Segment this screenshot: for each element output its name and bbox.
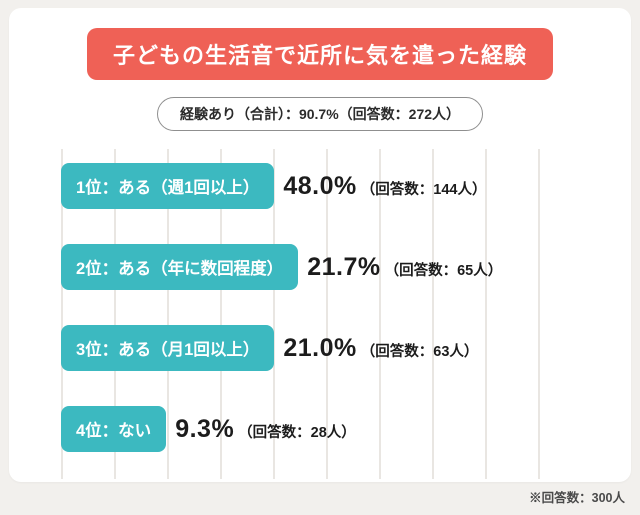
page-title: 子どもの生活音で近所に気を遣った経験 — [112, 43, 527, 68]
bar-chart: 1位：ある（週1回以上） 48.0% （回答数：144人） 2位：ある（年に数回… — [61, 149, 591, 479]
count-rank3: （回答数：63人） — [360, 344, 479, 360]
bar-label-rank3: 3位：ある（月1回以上） — [76, 341, 260, 359]
bar-label-rank2: 2位：ある（年に数回程度） — [76, 260, 284, 278]
bar-row-rank2: 2位：ある（年に数回程度） 21.7% （回答数：65人） — [61, 244, 591, 290]
title-banner: 子どもの生活音で近所に気を遣った経験 — [86, 28, 553, 80]
percent-rank3: 21.0% — [283, 333, 357, 362]
count-rank4: （回答数：28人） — [238, 425, 356, 441]
bar-label-rank4: 4位：ない — [76, 422, 152, 440]
chart-card: 子どもの生活音で近所に気を遣った経験 経験あり（合計）：90.7%（回答数：27… — [9, 8, 631, 482]
percent-rank2: 21.7% — [307, 252, 381, 281]
bar-row-rank4: 4位：ない 9.3% （回答数：28人） — [61, 406, 591, 452]
bar-rank3: 3位：ある（月1回以上） — [61, 325, 275, 371]
count-rank1: （回答数：144人） — [360, 182, 487, 198]
bar-rank2: 2位：ある（年に数回程度） — [61, 244, 299, 290]
bar-label-rank1: 1位：ある（週1回以上） — [76, 179, 260, 197]
bar-rank1: 1位：ある（週1回以上） — [61, 163, 275, 209]
percent-rank4: 9.3% — [175, 414, 235, 443]
percent-rank1: 48.0% — [283, 171, 357, 200]
footnote: ※回答数：300人 — [529, 491, 625, 505]
bar-rank4: 4位：ない — [61, 406, 167, 452]
summary-text: 経験あり（合計）：90.7%（回答数：272人） — [179, 106, 461, 122]
summary-pill: 経験あり（合計）：90.7%（回答数：272人） — [156, 97, 484, 131]
count-rank2: （回答数：65人） — [384, 263, 503, 279]
bar-row-rank1: 1位：ある（週1回以上） 48.0% （回答数：144人） — [61, 163, 591, 209]
bar-row-rank3: 3位：ある（月1回以上） 21.0% （回答数：63人） — [61, 325, 591, 371]
